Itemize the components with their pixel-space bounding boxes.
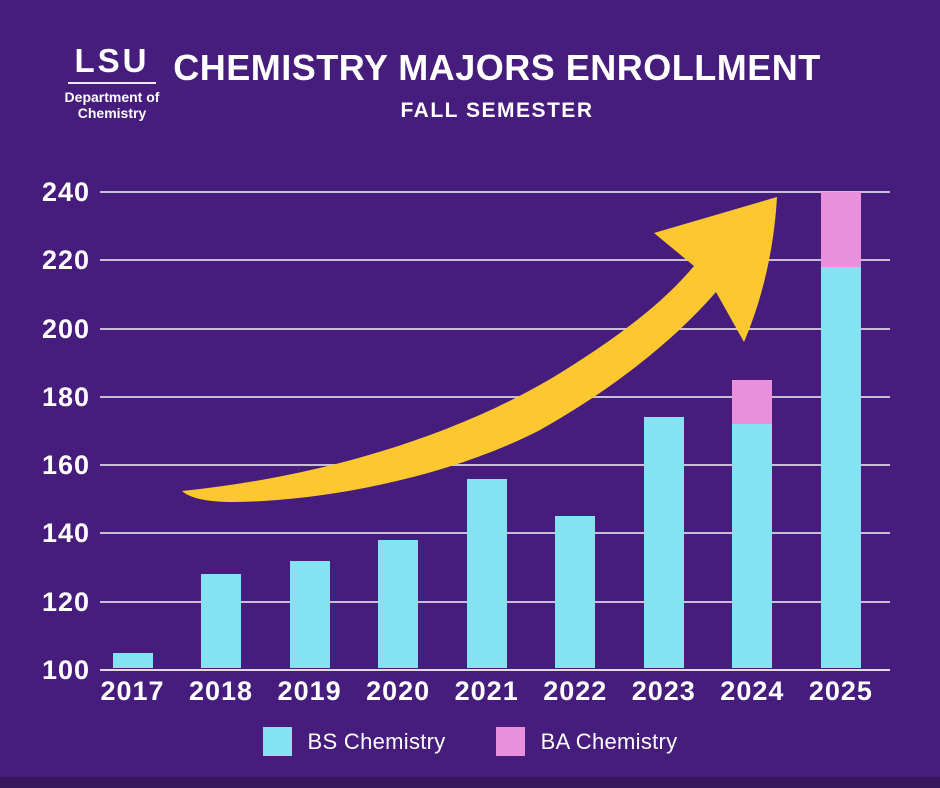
y-tick-200: 200 [41, 313, 90, 344]
footer-strip [0, 777, 940, 788]
chart-title: CHEMISTRY MAJORS ENROLLMENT [173, 47, 821, 88]
bar-2024 [732, 379, 773, 668]
bar-2025 [820, 192, 861, 668]
gridline-220 [100, 259, 890, 262]
legend-label-ba: BA Chemistry [540, 728, 678, 754]
bar-2023 [643, 417, 684, 668]
y-tick-100: 100 [41, 655, 90, 685]
bar-2021 [466, 478, 507, 668]
x-axis-labels: 2017 2018 2019 2020 2021 2022 2023 2024 2025 [100, 676, 890, 710]
bar-2025-ba-segment [820, 192, 861, 268]
bar-2025-bs-segment [820, 267, 861, 668]
bar-2018-bs-segment [201, 574, 242, 668]
y-tick-240: 240 [41, 177, 90, 207]
bar-2017-bs-segment [112, 652, 153, 668]
x-tick-2021: 2021 [454, 676, 519, 706]
x-tick-2024: 2024 [720, 676, 785, 706]
bar-2024-bs-segment [732, 424, 773, 668]
y-axis-labels: 100 120 140 160 180 200 220 240 [0, 179, 90, 684]
gridline-100 [100, 669, 890, 671]
legend-item-bs: BS Chemistry [262, 727, 446, 756]
x-tick-2022: 2022 [543, 676, 608, 706]
legend-item-ba: BA Chemistry [495, 727, 678, 756]
bar-2017 [112, 652, 153, 668]
x-tick-2023: 2023 [631, 676, 696, 706]
legend-label-bs: BS Chemistry [307, 728, 446, 754]
lsu-logo: LSU Department of Chemistry [60, 44, 164, 121]
lsu-logo-divider [68, 82, 156, 84]
y-tick-180: 180 [41, 381, 90, 412]
bar-2022 [555, 516, 596, 668]
bar-2020-bs-segment [378, 540, 419, 668]
y-tick-220: 220 [41, 245, 90, 276]
legend-swatch-ba [495, 727, 525, 756]
chart-header: CHEMISTRY MAJORS ENROLLMENT FALL SEMESTE… [114, 50, 880, 123]
x-tick-2025: 2025 [808, 676, 873, 706]
y-tick-140: 140 [41, 518, 90, 549]
bar-2020 [378, 540, 419, 668]
y-tick-120: 120 [41, 586, 90, 617]
x-tick-2017: 2017 [100, 676, 165, 706]
legend: BS Chemistry BA Chemistry [0, 727, 940, 756]
bar-2023-bs-segment [643, 417, 684, 668]
chart-subtitle: FALL SEMESTER [400, 99, 594, 122]
legend-swatch-bs [262, 727, 292, 756]
bar-2024-ba-segment [732, 379, 773, 425]
gridline-240 [100, 191, 890, 193]
y-tick-160: 160 [41, 450, 90, 481]
gridline-200 [100, 327, 890, 330]
lsu-logo-dept-line1: Department of [64, 89, 160, 105]
bar-2022-bs-segment [555, 516, 596, 668]
x-tick-2018: 2018 [189, 676, 254, 706]
x-tick-2019: 2019 [277, 676, 342, 706]
bar-2021-bs-segment [466, 478, 507, 668]
bar-2019 [289, 560, 330, 668]
bar-2018 [201, 574, 242, 668]
lsu-logo-acronym: LSU [74, 42, 150, 79]
x-tick-2020: 2020 [366, 676, 431, 706]
plot-area [100, 191, 890, 671]
bar-2019-bs-segment [289, 560, 330, 668]
lsu-logo-dept-line2: Chemistry [77, 105, 147, 122]
